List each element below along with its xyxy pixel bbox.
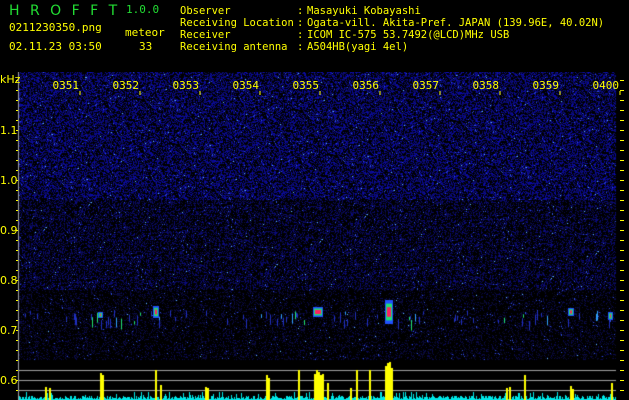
x-tick-label: 0352 [113,79,140,92]
observer-label: Observer [180,5,231,17]
x-tick-label: 0356 [353,79,380,92]
colon: : [297,17,304,29]
datetime: 02.11.23 03:50 [9,40,102,53]
location-value: Ogata-vill. Akita-Pref. JAPAN (139.96E, … [307,17,605,29]
y-axis-label: kHz [0,73,21,86]
receiver-label: Receiver [180,29,231,41]
x-tick-label: 0358 [473,79,500,92]
spectrogram-axes: kHz 0351 0352 0353 0354 0355 0356 0357 0358 0359… [0,73,624,391]
colon: : [297,41,304,53]
x-tick-label: 0359 [533,79,560,92]
observer-value: Masayuki Kobayashi [307,5,421,17]
colon: : [297,5,304,17]
filename: 0211230350.png [9,21,102,34]
app-title: H R O F F T [9,3,121,19]
x-tick-label: 0351 [53,79,80,92]
y-tick-label: 0.9 [0,224,18,237]
y-tick-label: 0.7 [0,324,18,337]
receiver-value: ICOM IC-575 53.7492(@LCD)MHz USB [307,29,510,41]
meteor-count: 33 [139,40,153,53]
antenna-label: Receiving antenna [180,41,288,53]
antenna-value: A504HB(yagi 4el) [307,41,409,53]
x-tick-label: 0355 [293,79,320,92]
spectrogram [0,72,629,400]
x-tick-label: 0357 [413,79,440,92]
app-version: 1.0.0 [126,3,160,16]
meteor-label: meteor [125,26,165,39]
y-tick-label: 1.1 [0,124,18,137]
x-tick-label: 0354 [233,79,260,92]
location-label: Receiving Location [180,17,294,29]
x-tick-label: 0400 [593,79,620,92]
y-tick-label: 1.0 [0,174,18,187]
colon: : [297,29,304,41]
x-tick-label: 0353 [173,79,200,92]
y-tick-label: 0.8 [0,274,18,287]
y-tick-label: 0.6 [0,374,18,387]
